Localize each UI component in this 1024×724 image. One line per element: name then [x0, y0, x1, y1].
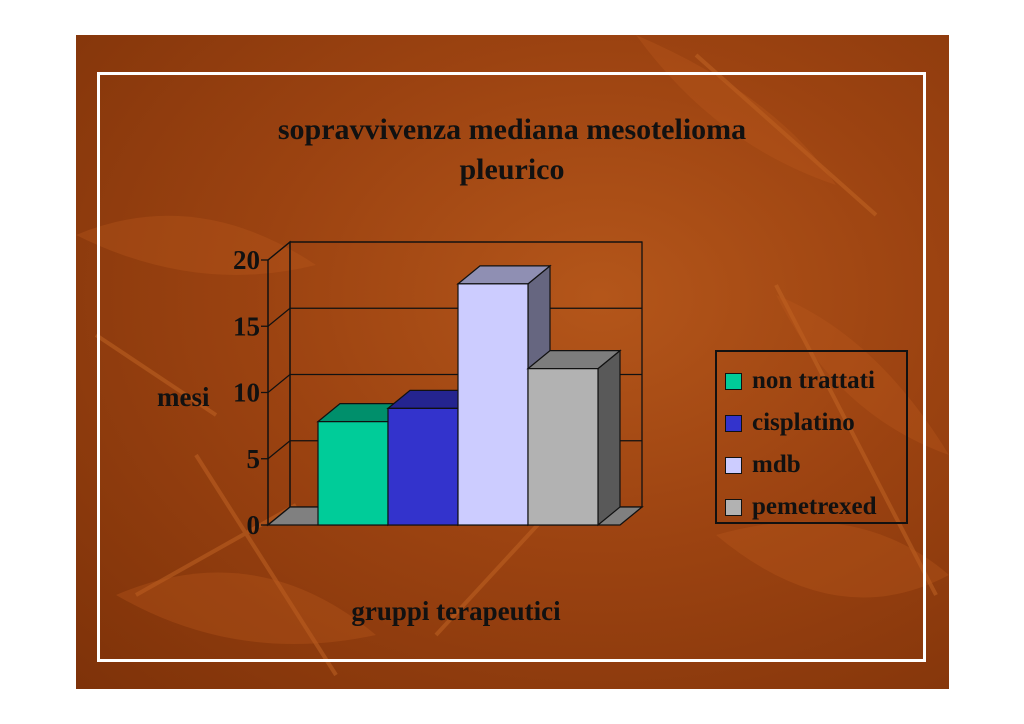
y-tick-label: 5: [247, 444, 261, 474]
bar: [527, 368, 599, 526]
slide-background: [76, 35, 949, 689]
legend-item-cisplatino: cisplatino: [725, 402, 906, 444]
chart-title-line-1: sopravvivenza mediana mesotelioma: [277, 113, 747, 146]
y-tick-label: 10: [233, 378, 260, 408]
bar: [457, 283, 529, 526]
chart-title-line-2: pleurico: [459, 153, 565, 186]
legend-item-non-trattati: non trattati: [725, 360, 906, 402]
legend-label: non trattati: [752, 367, 875, 394]
x-axis-label: gruppi terapeutici: [351, 596, 561, 626]
bar: [317, 421, 389, 526]
legend-swatch: [725, 414, 742, 432]
legend-label: cisplatino: [752, 409, 855, 436]
y-tick-label: 0: [247, 510, 261, 540]
legend-label: pemetrexed: [752, 493, 877, 520]
legend-label: mdb: [752, 451, 801, 478]
legend-swatch: [725, 456, 742, 474]
gridline: [267, 307, 642, 327]
bar: [387, 407, 459, 526]
y-tick-label: 15: [233, 311, 260, 341]
gridline: [267, 241, 642, 261]
legend-swatch: [725, 498, 742, 516]
legend-item-pemetrexed: pemetrexed: [725, 486, 906, 528]
chart-legend: non trattati cisplatino mdb pemetrexed: [715, 350, 908, 524]
bar-side: [597, 349, 621, 527]
y-axis-label: mesi: [157, 382, 210, 412]
y-tick-label: 20: [233, 245, 260, 275]
leaf-pattern-decoration: [76, 35, 949, 677]
legend-swatch: [725, 372, 742, 390]
chart-title: sopravvivenza mediana mesotelioma pleuri…: [0, 110, 1024, 190]
legend-item-mdb: mdb: [725, 444, 906, 486]
slide-frame: [97, 72, 926, 662]
